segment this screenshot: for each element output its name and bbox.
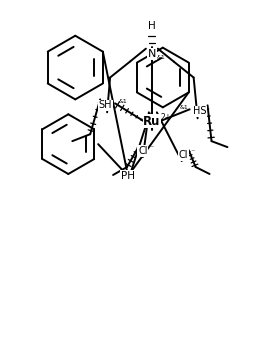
Text: &1: &1 — [179, 105, 188, 110]
Text: Cl: Cl — [138, 146, 147, 156]
Text: N: N — [147, 48, 155, 59]
Text: 2+: 2+ — [160, 113, 171, 122]
Text: ⁻: ⁻ — [149, 144, 154, 153]
Text: HS: HS — [192, 106, 205, 116]
Text: SH: SH — [98, 100, 112, 111]
Text: Cl: Cl — [178, 150, 188, 160]
Text: H: H — [147, 21, 155, 31]
Text: &1: &1 — [119, 99, 127, 104]
Text: ⁻: ⁻ — [190, 147, 194, 157]
Text: PH: PH — [120, 171, 134, 181]
Text: &1: &1 — [156, 55, 165, 60]
Text: Ru: Ru — [142, 115, 160, 128]
